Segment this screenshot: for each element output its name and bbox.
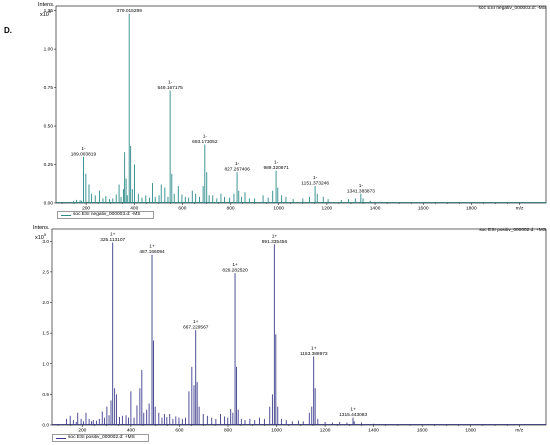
top-peak-label: 693.173052 [192, 139, 218, 145]
bottom-x-tick-label: 1000 [271, 428, 282, 434]
bottom-x-tick-label: 1400 [368, 428, 379, 434]
top-x-tick-label: 1000 [273, 206, 284, 212]
top-peak-charge: 1- [203, 134, 208, 140]
top-x-tick-label: m/z [516, 206, 524, 212]
bottom-x-tick-label: m/z [515, 428, 523, 434]
top-peak-label: 1151.373246 [301, 181, 329, 187]
top-peak-charge: 1- [274, 160, 279, 166]
top-file-label: soc ESI negativ_000003.d: -MS [478, 6, 546, 11]
bottom-legend-swatch [56, 438, 66, 439]
bottom-peak-label: 829.282520 [222, 268, 248, 274]
bottom-legend-text: soc ESI positiv_000002.d: +MS [68, 435, 135, 440]
top-y-tick-label: 0.50 [44, 124, 54, 130]
top-x-tick-label: 1600 [418, 206, 429, 212]
top-y-tick-label: 0.75 [44, 85, 54, 91]
top-peak-charge: 1- [168, 80, 173, 86]
bottom-x-tick-label: 400 [127, 428, 135, 434]
bottom-y-tick-label: 2.0 [42, 300, 49, 306]
bottom-peak-charge: 1+ [193, 319, 199, 325]
bottom-peak-charge: 1+ [110, 231, 116, 237]
top-x-tick-label: 800 [227, 206, 235, 212]
top-y-tick-label: 1.00 [44, 47, 54, 53]
bottom-y-tick-label: 2.5 [42, 269, 49, 275]
bottom-peak-label: 325.113107 [100, 237, 125, 243]
top-peak-label: 1341.383873 [347, 188, 375, 194]
bottom-x-tick-label: 600 [175, 428, 183, 434]
bottom-plot-frame [51, 228, 547, 426]
bottom-y-axis-unit: x105 [35, 232, 47, 241]
bottom-x-tick-label: 1200 [320, 428, 331, 434]
top-y-axis-unit: x105 [40, 9, 52, 18]
bottom-peak-label: 667.229567 [183, 325, 209, 331]
top-y-tick-label: 1.25 [44, 8, 54, 14]
bottom-peak-charge: 1+ [272, 233, 278, 239]
top-legend: soc ESI negativ_000003.d: -MS [57, 211, 154, 219]
top-y-axis-label: Intens. [38, 2, 55, 8]
bottom-peak-label: 1153.388973 [300, 351, 328, 357]
top-legend-text: soc ESI negativ_000003.d: -MS [73, 212, 141, 217]
bottom-legend: soc ESI positiv_000002.d: +MS [52, 434, 149, 442]
bottom-peak-label: 991.335456 [262, 239, 288, 245]
top-y-tick-label: 0.25 [44, 162, 54, 168]
top-x-tick-label: 1200 [322, 206, 333, 212]
top-peak-label: 827.267406 [224, 167, 250, 173]
bottom-x-tick-label: 800 [224, 428, 232, 434]
top-plot-frame [55, 5, 547, 204]
bottom-x-tick-label: 1800 [465, 428, 476, 434]
bottom-y-tick-label: 3.0 [42, 239, 49, 245]
bottom-y-tick-label: 1.0 [42, 361, 49, 367]
top-x-tick-label: 1400 [370, 206, 381, 212]
top-peak-charge: 1- [313, 175, 318, 181]
top-x-tick-label: 1800 [466, 206, 477, 212]
bottom-peak-charge: 1+ [149, 244, 155, 250]
top-peak-charge: 1- [235, 161, 240, 167]
bottom-peak-label: 487.166094 [139, 249, 165, 255]
bottom-x-tick-label: 200 [78, 428, 86, 434]
top-y-tick-label: 0.00 [44, 201, 54, 207]
top-legend-swatch [61, 215, 71, 216]
bottom-peak-label: 1315.443083 [339, 412, 367, 418]
top-peak-label: 989.320871 [263, 165, 289, 171]
bottom-peak-charge: 1+ [311, 345, 317, 351]
bottom-y-axis-label: Intens. [33, 225, 50, 231]
bottom-y-tick-label: 1.5 [42, 331, 49, 337]
bottom-x-tick-label: 1600 [417, 428, 428, 434]
top-x-tick-label: 400 [130, 206, 138, 212]
top-peak-label: 189.003819 [71, 151, 97, 157]
top-peak-charge: 1- [359, 183, 364, 189]
top-peak-charge: 1- [81, 146, 86, 152]
bottom-peak-charge: 1+ [350, 407, 356, 413]
top-x-tick-label: 600 [178, 206, 186, 212]
top-peak-label: 549.167175 [158, 85, 184, 91]
bottom-y-tick-label: 0.5 [42, 392, 49, 398]
bottom-file-label: soc ESI positiv_000002.d: +MS [479, 228, 546, 233]
bottom-y-tick-label: 0.0 [42, 423, 49, 429]
top-x-tick-label: 200 [82, 206, 90, 212]
top-peak-label: 379.015299 [117, 8, 143, 14]
bottom-peak-charge: 1+ [232, 262, 238, 268]
panel-label: D. [4, 26, 12, 35]
